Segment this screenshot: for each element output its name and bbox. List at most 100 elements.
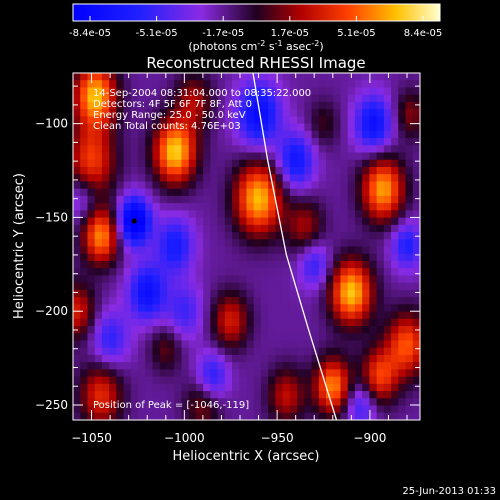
heatmap-cell bbox=[369, 362, 378, 370]
heatmap-cell bbox=[354, 333, 363, 341]
heatmap-cell bbox=[297, 354, 305, 363]
heatmap-cell bbox=[340, 260, 349, 269]
heatmap-cell bbox=[116, 232, 125, 240]
heatmap-cell bbox=[145, 391, 153, 399]
heatmap-cell bbox=[239, 87, 247, 96]
heatmap-cell bbox=[130, 224, 139, 233]
heatmap-cell bbox=[166, 318, 175, 327]
heatmap-cell bbox=[333, 347, 341, 356]
heatmap-cell bbox=[326, 166, 334, 175]
heatmap-cell bbox=[224, 362, 233, 370]
heatmap-cell bbox=[391, 347, 399, 356]
heatmap-cell bbox=[405, 94, 414, 103]
heatmap-cell bbox=[347, 391, 356, 399]
heatmap-cell bbox=[369, 217, 378, 226]
heatmap-cell bbox=[347, 268, 356, 276]
heatmap-cell bbox=[260, 405, 269, 414]
heatmap-cell bbox=[391, 224, 399, 233]
heatmap-cell bbox=[289, 145, 298, 153]
heatmap-cell bbox=[297, 260, 305, 269]
heatmap-cell bbox=[195, 246, 204, 255]
heatmap-cell bbox=[311, 181, 320, 190]
heatmap-cell bbox=[354, 159, 363, 168]
heatmap-cell bbox=[376, 166, 385, 175]
heatmap-cell bbox=[152, 145, 161, 153]
heatmap-cell bbox=[391, 138, 399, 146]
heatmap-cell bbox=[311, 101, 320, 110]
heatmap-cell bbox=[116, 289, 125, 298]
heatmap-cell bbox=[362, 80, 370, 88]
heatmap-cell bbox=[130, 181, 139, 190]
heatmap-cell bbox=[347, 311, 356, 320]
heatmap-cell bbox=[326, 159, 334, 168]
heatmap-cell bbox=[412, 87, 420, 96]
heatmap-cell bbox=[210, 354, 218, 363]
heatmap-cell bbox=[376, 268, 385, 276]
heatmap-cell bbox=[398, 398, 406, 406]
heatmap-cell bbox=[203, 376, 211, 385]
heatmap-cell bbox=[354, 253, 363, 262]
heatmap-cell bbox=[333, 289, 341, 298]
heatmap-cell bbox=[123, 116, 132, 125]
heatmap-cell bbox=[340, 318, 349, 327]
heatmap-cell bbox=[145, 362, 153, 370]
heatmap-cell bbox=[174, 217, 182, 226]
heatmap-cell bbox=[362, 260, 370, 269]
heatmap-cell bbox=[246, 383, 255, 392]
heatmap-cell bbox=[73, 412, 81, 420]
heatmap-cell bbox=[253, 116, 262, 125]
heatmap-cell bbox=[101, 304, 110, 312]
heatmap-cell bbox=[138, 94, 146, 103]
heatmap-cell bbox=[174, 94, 182, 103]
heatmap-cell bbox=[383, 383, 392, 392]
heatmap-cell bbox=[152, 311, 161, 320]
heatmap-cell bbox=[376, 376, 385, 385]
heatmap-cell bbox=[246, 333, 255, 341]
heatmap-cell bbox=[166, 109, 175, 117]
heatmap-cell bbox=[181, 405, 190, 414]
heatmap-cell bbox=[195, 369, 204, 378]
heatmap-cell bbox=[101, 166, 110, 175]
heatmap-cell bbox=[282, 260, 291, 269]
heatmap-cell bbox=[181, 145, 190, 153]
heatmap-cell bbox=[289, 195, 298, 204]
heatmap-cell bbox=[195, 297, 204, 305]
heatmap-cell bbox=[326, 340, 334, 349]
heatmap-cell bbox=[253, 123, 262, 132]
heatmap-cell bbox=[304, 405, 312, 414]
heatmap-cell bbox=[145, 239, 153, 247]
heatmap-cell bbox=[318, 333, 327, 341]
heatmap-cell bbox=[188, 412, 197, 420]
heatmap-cell bbox=[239, 152, 247, 161]
heatmap-cell bbox=[253, 282, 262, 291]
heatmap-cell bbox=[130, 311, 139, 320]
heatmap-cell bbox=[239, 362, 247, 370]
y-tick-label: −100 bbox=[35, 117, 68, 131]
heatmap-cell bbox=[152, 354, 161, 363]
heatmap-cell bbox=[369, 275, 378, 284]
heatmap-cell bbox=[304, 123, 312, 132]
heatmap-cell bbox=[232, 130, 240, 139]
heatmap-cell bbox=[326, 347, 334, 356]
heatmap-cell bbox=[123, 268, 132, 276]
heatmap-cell bbox=[203, 289, 211, 298]
heatmap-cell bbox=[181, 123, 190, 132]
heatmap-cell bbox=[333, 174, 341, 182]
heatmap-cell bbox=[116, 282, 125, 291]
heatmap-cell bbox=[80, 318, 88, 327]
heatmap-cell bbox=[297, 101, 305, 110]
heatmap-cell bbox=[268, 268, 276, 276]
heatmap-cell bbox=[181, 398, 190, 406]
y-tick-label: −150 bbox=[35, 210, 68, 224]
heatmap-cell bbox=[195, 268, 204, 276]
heatmap-cell bbox=[340, 275, 349, 284]
heatmap-cell bbox=[217, 138, 226, 146]
heatmap-cell bbox=[282, 94, 291, 103]
heatmap-cell bbox=[123, 253, 132, 262]
heatmap-cell bbox=[73, 224, 81, 233]
heatmap-cell bbox=[362, 383, 370, 392]
heatmap-cell bbox=[123, 362, 132, 370]
heatmap-cell bbox=[217, 398, 226, 406]
heatmap-cell bbox=[398, 275, 406, 284]
heatmap-cell bbox=[101, 138, 110, 146]
